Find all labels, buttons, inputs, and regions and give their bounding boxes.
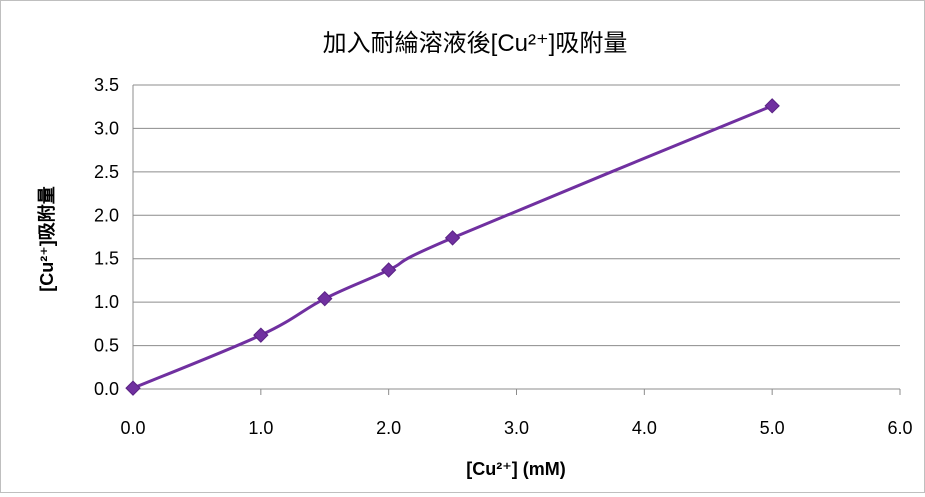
x-tick-label: 3.0: [504, 418, 529, 438]
x-tick-label: 1.0: [248, 418, 273, 438]
data-point-marker: [446, 231, 460, 245]
grid-layer: [133, 85, 900, 389]
y-axis-title: [Cu²⁺]吸附量: [36, 186, 57, 291]
x-tick-label: 6.0: [887, 418, 912, 438]
x-tick-label: 5.0: [760, 418, 785, 438]
y-tick-label: 1.0: [94, 292, 119, 312]
y-tick-label: 1.5: [94, 249, 119, 269]
data-point-marker: [126, 381, 140, 395]
y-tick-label: 0.0: [94, 379, 119, 399]
data-point-marker: [254, 328, 268, 342]
y-tick-label: 2.0: [94, 205, 119, 225]
x-tick-label: 0.0: [120, 418, 145, 438]
y-tick-label: 3.0: [94, 118, 119, 138]
x-tick-label: 4.0: [632, 418, 657, 438]
y-tick-label: 3.5: [94, 75, 119, 95]
axis-layer: 0.0 0.5 1.0 1.5 2.0 2.5 3.0 3.5 0.0 1.0 2.0 3.0 4.0 5…: [94, 75, 913, 438]
chart-title: 加入耐綸溶液後[Cu²⁺]吸附量: [323, 30, 628, 57]
x-tick-label: 2.0: [376, 418, 401, 438]
series-layer: [126, 99, 779, 395]
data-point-marker: [382, 263, 396, 277]
y-tick-label: 0.5: [94, 336, 119, 356]
y-tick-label: 2.5: [94, 162, 119, 182]
data-point-marker: [765, 99, 779, 113]
x-axis-title: [Cu²⁺] (mM): [466, 459, 565, 479]
data-point-marker: [318, 292, 332, 306]
